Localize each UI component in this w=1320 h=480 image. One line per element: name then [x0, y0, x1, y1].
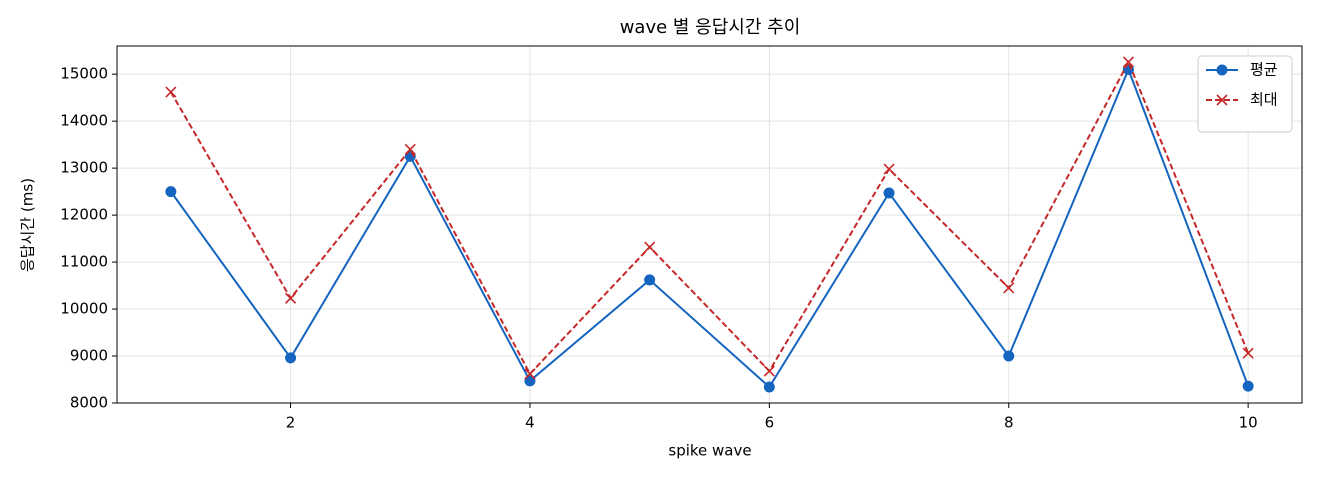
- data-point: [524, 375, 536, 387]
- data-point: [524, 368, 536, 380]
- y-tick-label: 13000: [60, 159, 108, 177]
- data-point: [1242, 347, 1254, 359]
- x-tick-label: 2: [286, 414, 296, 432]
- plot-frame: [116, 45, 1303, 404]
- data-point: [1122, 56, 1135, 68]
- legend-label: 평균: [1250, 61, 1278, 79]
- data-point: [404, 143, 416, 155]
- data-point: [763, 381, 775, 393]
- y-tick-label: 9000: [70, 347, 108, 365]
- data-point: [644, 241, 656, 253]
- data-point: [883, 187, 895, 199]
- x-tick-label: 4: [525, 414, 535, 432]
- data-point: [285, 352, 297, 364]
- x-tick-label: 6: [765, 414, 775, 432]
- series-line: [170, 66, 1250, 389]
- legend-marker: [1216, 64, 1228, 76]
- data-point: [1003, 350, 1015, 362]
- x-tick-label: 8: [1004, 414, 1014, 432]
- y-axis-label: 응답시간 (ms): [19, 178, 37, 272]
- data-point: [763, 365, 775, 377]
- y-tick-label: 15000: [60, 65, 108, 83]
- y-tick-label: 11000: [60, 253, 108, 271]
- y-tick-label: 10000: [60, 300, 108, 318]
- data-point: [883, 163, 895, 175]
- y-tick-label: 8000: [70, 394, 108, 412]
- y-tick-label: 12000: [60, 206, 108, 224]
- data-point: [284, 292, 297, 304]
- data-point: [644, 274, 656, 286]
- series-line: [169, 59, 1250, 376]
- data-point: [165, 86, 177, 98]
- y-tick-label: 14000: [60, 112, 108, 130]
- data-point: [1003, 282, 1015, 294]
- data-point: [165, 186, 177, 198]
- x-tick-label: 10: [1239, 414, 1258, 432]
- data-point: [1242, 380, 1254, 392]
- legend-box: [1197, 55, 1293, 133]
- x-axis-label: spike wave: [668, 442, 751, 460]
- chart-title: wave 별 응답시간 추이: [620, 17, 801, 38]
- legend-marker: [1216, 94, 1228, 106]
- legend-label: 최대: [1250, 91, 1278, 109]
